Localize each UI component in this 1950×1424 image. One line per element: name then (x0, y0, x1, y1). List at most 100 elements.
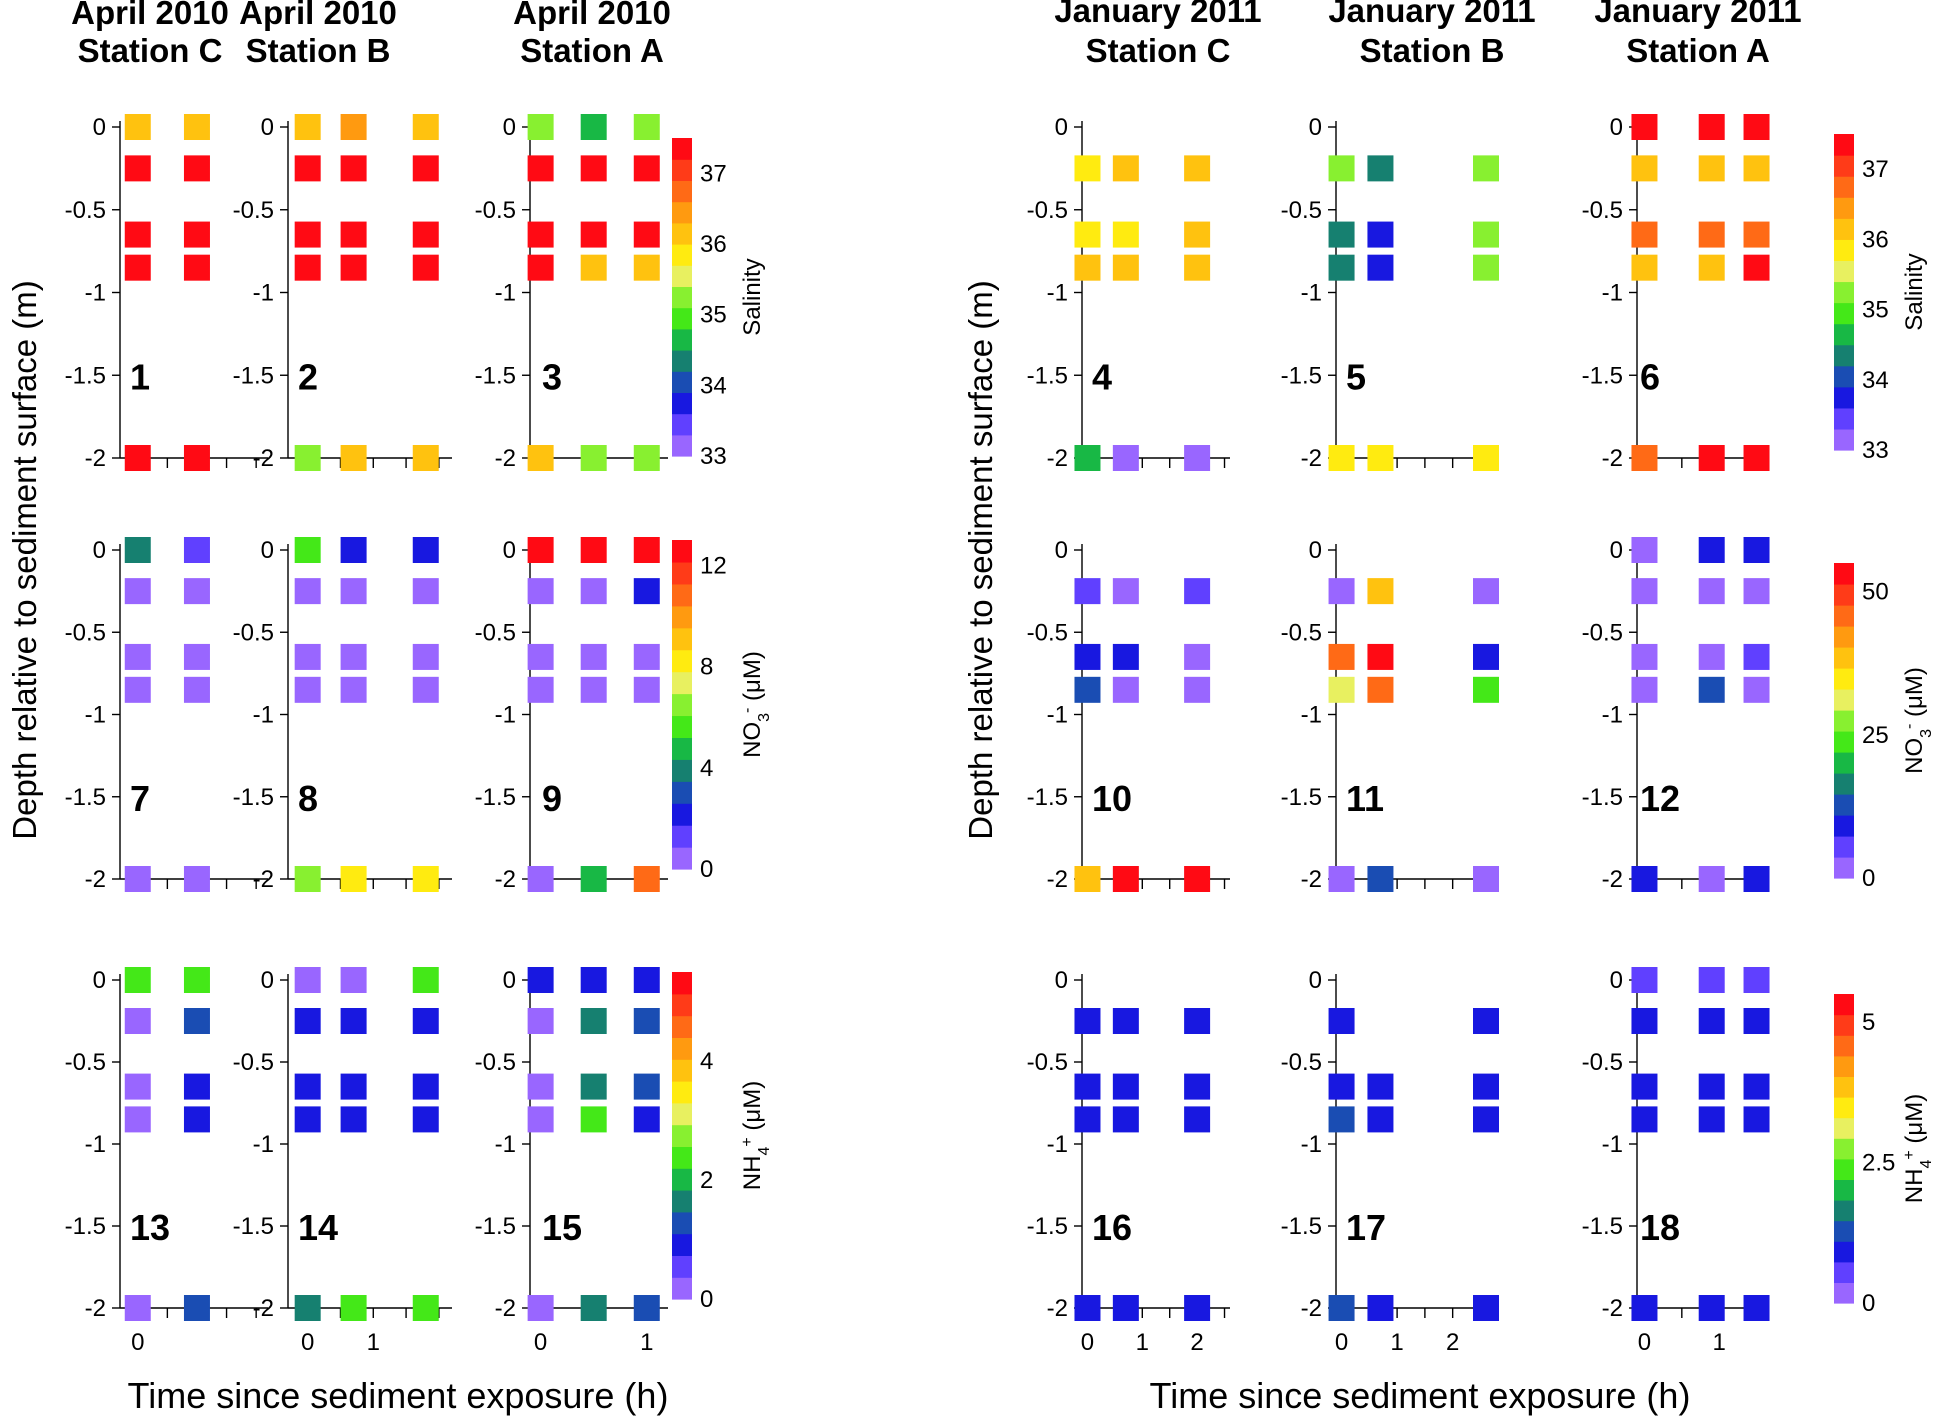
data-square (1184, 676, 1211, 703)
y-tick-label: 0 (1055, 967, 1068, 994)
data-square (183, 445, 210, 471)
data-square (1328, 155, 1355, 182)
panel-number-label: 11 (1346, 778, 1384, 819)
y-tick-label: -0.5 (1582, 619, 1623, 646)
data-square (1074, 445, 1101, 471)
panel-4: 0 -0.5 -1 -1.5 -2 4 (1027, 114, 1230, 472)
data-square (1743, 643, 1770, 670)
data-square (527, 1295, 554, 1321)
data-square (124, 221, 151, 248)
data-square (1184, 643, 1211, 670)
data-square (340, 221, 367, 248)
colorbar-swatch (672, 265, 692, 287)
column-title: January 2011 (1594, 0, 1801, 29)
y-tick-label: -1 (1301, 702, 1322, 729)
x-axis-label-right: Time since sediment exposure (h) (1150, 1375, 1691, 1416)
data-square (340, 676, 367, 703)
data-square (1112, 254, 1139, 281)
y-tick-label: -1.5 (1027, 784, 1068, 811)
colorbar-tick-label: 0 (700, 1286, 713, 1313)
data-square (1112, 1295, 1139, 1321)
data-square (1328, 1295, 1355, 1321)
colorbar-swatch (1834, 1055, 1854, 1077)
data-square (340, 578, 367, 605)
data-square (1074, 866, 1101, 892)
y-tick-label: -0.5 (233, 619, 274, 646)
y-tick-label: -2 (1301, 1295, 1322, 1322)
data-square (294, 1106, 321, 1133)
y-tick-label: 0 (1610, 537, 1623, 564)
data-square (1074, 578, 1101, 605)
data-square (124, 155, 151, 182)
x-tick-label: 0 (1335, 1329, 1348, 1356)
x-tick-label: 1 (1712, 1329, 1725, 1356)
data-square (1473, 221, 1499, 248)
colorbar-swatch (1834, 773, 1854, 795)
data-square (1743, 155, 1770, 182)
data-square (412, 254, 439, 281)
colorbar-swatch (1834, 731, 1854, 753)
data-square (412, 866, 439, 892)
y-tick-label: -1 (1602, 280, 1623, 307)
colorbar-swatch (672, 1081, 692, 1104)
column-subtitle: Station C (78, 32, 223, 69)
data-square (1698, 1106, 1725, 1133)
colorbar-label: NH4+ (μM) (1901, 1094, 1935, 1203)
data-square (527, 1106, 554, 1133)
colorbar-swatch (1834, 1158, 1854, 1180)
data-square (1112, 866, 1139, 892)
y-tick-label: 0 (261, 967, 274, 994)
data-square (1367, 578, 1394, 605)
panel-number-label: 7 (130, 778, 150, 819)
colorbar-swatch (1834, 1179, 1854, 1201)
panel-18: 0 -0.5 -1 -1.5 -2 0 1 18 (1582, 967, 1770, 1356)
data-square (1473, 578, 1499, 605)
y-tick-label: -0.5 (475, 619, 516, 646)
colorbar-swatch (672, 180, 692, 203)
colorbar-swatch (672, 759, 692, 782)
data-square (1184, 1295, 1211, 1321)
x-tick-label: 1 (640, 1329, 653, 1356)
data-square (183, 155, 210, 182)
y-tick-label: -1.5 (65, 784, 106, 811)
y-tick-label: -0.5 (1281, 1049, 1322, 1076)
colorbar-swatch (1834, 605, 1854, 627)
colorbar-swatch (1834, 815, 1854, 837)
data-square (527, 1073, 554, 1100)
panel-16: 0 -0.5 -1 -1.5 -2 0 1 2 16 (1027, 967, 1230, 1356)
colorbar-swatch (1834, 1241, 1854, 1263)
colorbar-swatch (672, 1059, 692, 1082)
y-tick-label: 0 (503, 967, 516, 994)
y-tick-label: -2 (1047, 1295, 1068, 1322)
colorbar-right-Salinity: 33 34 35 36 37 Salinity (1834, 134, 1928, 464)
y-tick-label: -2 (495, 445, 516, 472)
x-tick-label: 2 (1190, 1329, 1203, 1356)
colorbar-swatch (1834, 836, 1854, 858)
colorbar-swatch (672, 627, 692, 651)
data-square (1743, 254, 1770, 281)
data-square (1367, 1106, 1394, 1133)
colorbar-swatch (672, 1146, 692, 1169)
data-square (340, 1008, 367, 1034)
data-square (1631, 254, 1658, 281)
panel-number-label: 2 (298, 356, 318, 397)
data-square (1743, 114, 1770, 140)
y-tick-label: -1 (495, 280, 516, 307)
data-square (124, 866, 151, 892)
column-title: January 2011 (1328, 0, 1535, 29)
data-square (633, 967, 660, 993)
colorbar-swatch (1834, 994, 1854, 1016)
data-square (1473, 1295, 1499, 1321)
data-square (412, 221, 439, 248)
panel-15: 0 -0.5 -1 -1.5 -2 0 1 15 (475, 967, 668, 1356)
colorbar-swatch (672, 1124, 692, 1147)
y-tick-label: -0.5 (65, 197, 106, 224)
colorbar-swatch (672, 392, 692, 415)
y-tick-label: 0 (1309, 537, 1322, 564)
data-square (1328, 1106, 1355, 1133)
x-tick-label: 0 (301, 1329, 314, 1356)
data-square (1328, 1008, 1355, 1034)
data-square (1328, 445, 1355, 471)
colorbar-swatch (1834, 1076, 1854, 1098)
data-square (1631, 155, 1658, 182)
